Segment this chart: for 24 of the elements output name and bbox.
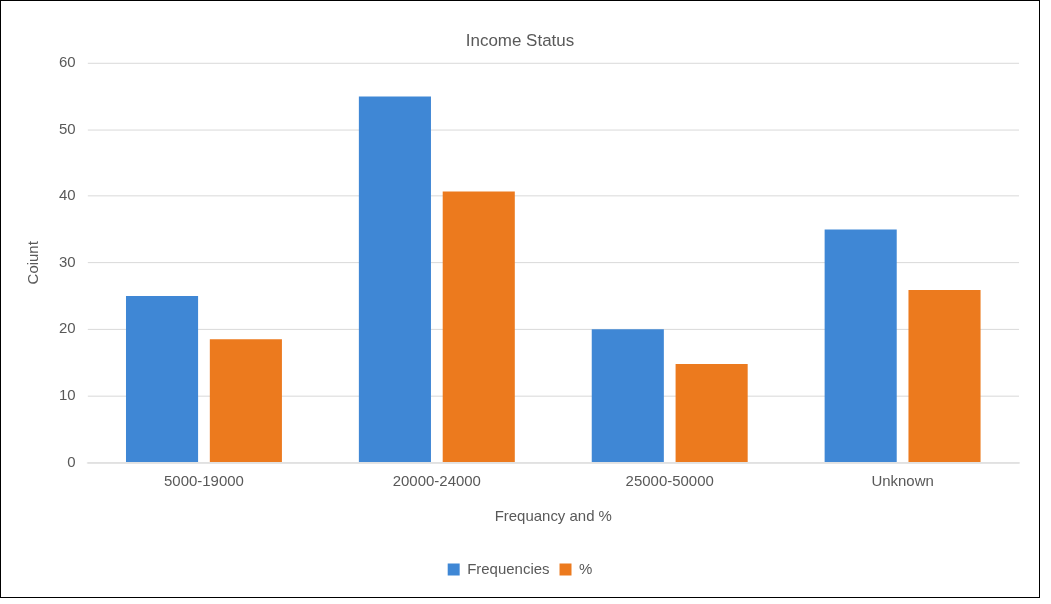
x-tick-label: 5000-19000 [164,471,244,489]
x-tick-label: Unknown [871,471,934,489]
y-tick-label: 10 [58,386,76,404]
y-tick-label: 50 [58,119,76,137]
y-tick-label: 0 [67,452,76,470]
y-tick-label: 30 [58,252,76,270]
x-tick-label: 20000-24000 [392,471,481,489]
bar [591,329,664,462]
bar [125,296,199,462]
bar [908,290,981,462]
x-axis-title: Frequancy and % [494,507,612,525]
legend-label: Frequencies [467,559,550,577]
bar [675,363,748,462]
y-tick-label: 40 [58,186,76,204]
y-axis-title: Coiunt [24,240,42,285]
y-tick-label: 20 [58,319,76,337]
legend-label: % [578,559,593,577]
bar [209,339,282,462]
x-tick-label: 25000-50000 [625,471,714,489]
chart-title: Income Status [465,30,575,50]
bar [442,191,515,462]
bar [824,229,897,462]
bar [358,96,431,462]
y-tick-label: 60 [58,53,76,71]
